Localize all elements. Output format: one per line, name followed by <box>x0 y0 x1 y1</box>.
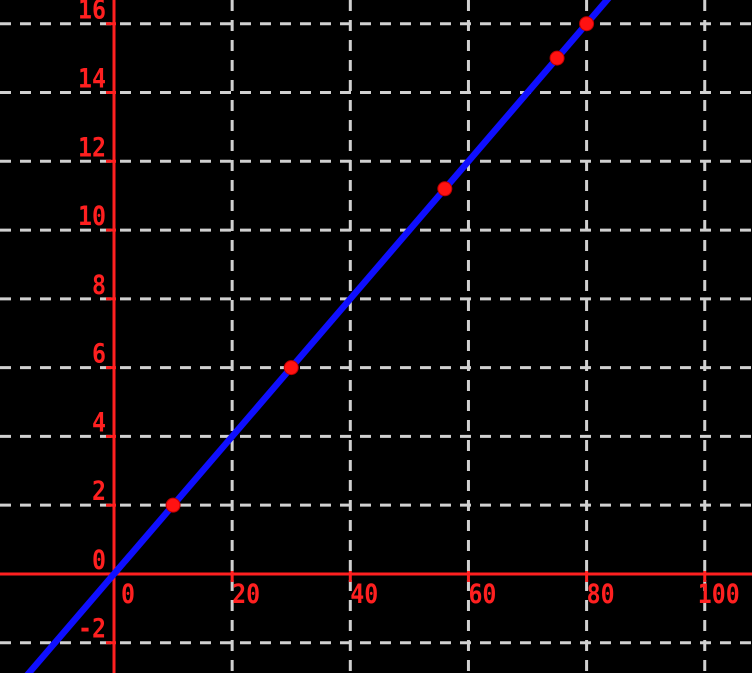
y-tick-label: 0 <box>92 545 106 576</box>
x-tick-label: 0 <box>121 579 135 610</box>
data-point <box>165 497 181 513</box>
x-tick-label: 100 <box>698 579 740 610</box>
x-tick-label: 20 <box>232 579 260 610</box>
data-point <box>549 50 565 66</box>
y-tick-label: 14 <box>78 64 106 95</box>
y-tick-label: 12 <box>78 132 106 163</box>
y-tick-label: 8 <box>92 270 106 301</box>
y-tick-label: 2 <box>92 476 106 507</box>
y-tick-label: 6 <box>92 339 106 370</box>
data-point <box>283 360 299 376</box>
x-tick-label: 80 <box>587 579 615 610</box>
y-tick-label: 4 <box>92 407 106 438</box>
y-tick-label: -2 <box>78 614 106 645</box>
y-tick-label: 16 <box>78 0 106 26</box>
data-point <box>579 16 595 32</box>
x-tick-label: 40 <box>350 579 378 610</box>
x-tick-label: 60 <box>468 579 496 610</box>
y-tick-label: 10 <box>78 201 106 232</box>
data-point <box>437 181 453 197</box>
